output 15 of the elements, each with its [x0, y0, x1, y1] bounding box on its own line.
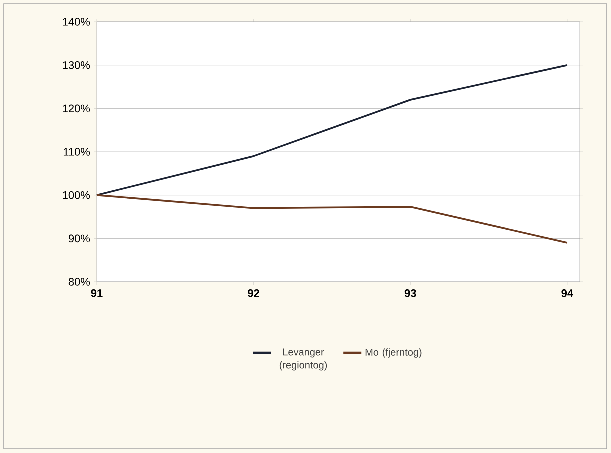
y-tick-label: 80% [68, 278, 90, 286]
x-tick-label: 92 [248, 290, 260, 298]
x-tick-label: 94 [562, 290, 574, 298]
y-tick-label: 100% [63, 191, 90, 200]
y-tick-label: 120% [63, 104, 90, 113]
legend-label: Mo (fjerntog) [366, 348, 422, 358]
y-tick-label: 130% [63, 61, 90, 70]
legend-label: Levanger (regiontog) [280, 348, 328, 371]
line-series [96, 194, 568, 244]
y-tick-label: 90% [68, 234, 90, 243]
x-tick-label: 91 [91, 290, 103, 298]
y-tick-label: 140% [63, 18, 90, 26]
y-tick-label: 110% [64, 148, 90, 156]
x-tick-label: 93 [404, 290, 416, 298]
line-series [96, 64, 568, 196]
